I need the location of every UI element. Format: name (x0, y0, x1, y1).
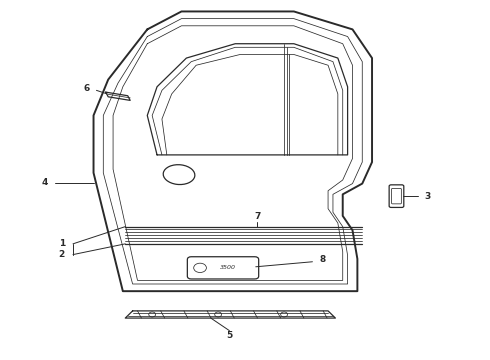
Text: 7: 7 (254, 212, 260, 221)
Text: 3: 3 (424, 192, 430, 201)
Text: 2: 2 (59, 250, 65, 259)
Text: 6: 6 (83, 84, 89, 93)
Text: 1: 1 (59, 239, 65, 248)
Text: 5: 5 (226, 332, 232, 341)
Text: 8: 8 (319, 255, 325, 264)
Text: 4: 4 (42, 178, 48, 187)
Text: 3500: 3500 (220, 265, 236, 270)
